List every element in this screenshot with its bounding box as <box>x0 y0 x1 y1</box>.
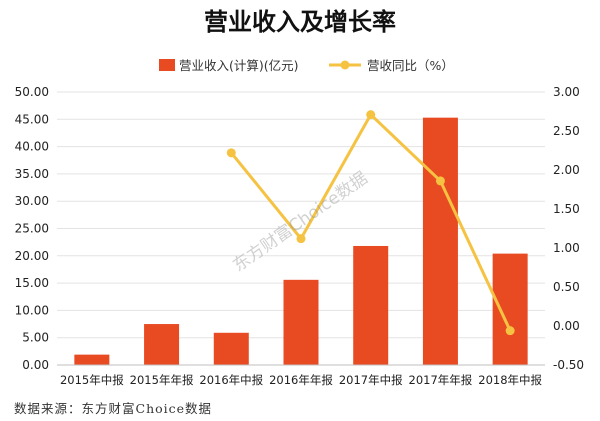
legend: 营业收入(计算)(亿元) 营收同比（%） <box>159 58 454 73</box>
x-tick-label: 2018年中报 <box>478 373 542 387</box>
left-tick-label: 35.00 <box>15 167 49 181</box>
line-point <box>435 176 445 186</box>
x-tick-label: 2016年中报 <box>199 373 263 387</box>
legend-line-marker <box>340 60 350 70</box>
bar <box>74 354 110 365</box>
bar <box>213 332 249 365</box>
bar <box>422 117 458 365</box>
bar <box>283 279 319 365</box>
chart-title: 营业收入及增长率 <box>204 8 396 36</box>
right-axis: -0.50 0.00 0.50 1.00 1.50 2.00 2.50 3.00 <box>553 85 584 372</box>
source-footer: 数据来源：东方财富Choice数据 <box>14 401 213 416</box>
line-point <box>226 148 236 158</box>
left-tick-label: 10.00 <box>15 303 49 317</box>
line-point <box>505 326 515 336</box>
left-tick-label: 30.00 <box>15 194 49 208</box>
left-tick-label: 25.00 <box>15 222 49 236</box>
right-tick-label: 2.50 <box>553 124 580 138</box>
legend-line-label: 营收同比（%） <box>367 58 454 73</box>
x-tick-label: 2016年年报 <box>269 373 333 387</box>
left-tick-label: 20.00 <box>15 249 49 263</box>
right-tick-label: -0.50 <box>553 358 584 372</box>
left-tick-label: 0.00 <box>22 358 49 372</box>
watermark: 东方财富Choice数据 <box>229 168 371 276</box>
bar-series <box>74 117 528 365</box>
right-tick-label: 1.00 <box>553 241 580 255</box>
left-tick-label: 5.00 <box>22 331 49 345</box>
left-axis: 0.00 5.00 10.00 15.00 20.00 25.00 30.00 35.00 40… <box>15 85 49 372</box>
x-tick-label: 2017年中报 <box>339 373 403 387</box>
line-point <box>366 110 376 120</box>
legend-bar-swatch <box>159 59 175 71</box>
x-tick-label: 2015年年报 <box>130 373 194 387</box>
line-series <box>226 110 515 336</box>
left-tick-label: 50.00 <box>15 85 49 99</box>
right-tick-label: 0.50 <box>553 280 580 294</box>
x-tick-label: 2017年年报 <box>409 373 473 387</box>
left-tick-label: 15.00 <box>15 276 49 290</box>
bar <box>144 324 180 365</box>
right-tick-label: 1.50 <box>553 202 580 216</box>
x-axis: 2015年中报 2015年年报 2016年中报 2016年年报 2017年中报 2017年… <box>57 364 545 387</box>
bar <box>492 253 528 365</box>
right-tick-label: 0.00 <box>553 319 580 333</box>
left-tick-label: 45.00 <box>15 112 49 126</box>
x-tick-label: 2015年中报 <box>60 373 124 387</box>
bar <box>353 245 389 365</box>
line-point <box>296 234 306 244</box>
right-tick-label: 3.00 <box>553 85 580 99</box>
left-tick-label: 40.00 <box>15 140 49 154</box>
right-tick-label: 2.00 <box>553 163 580 177</box>
legend-bar-label: 营业收入(计算)(亿元) <box>179 58 299 73</box>
